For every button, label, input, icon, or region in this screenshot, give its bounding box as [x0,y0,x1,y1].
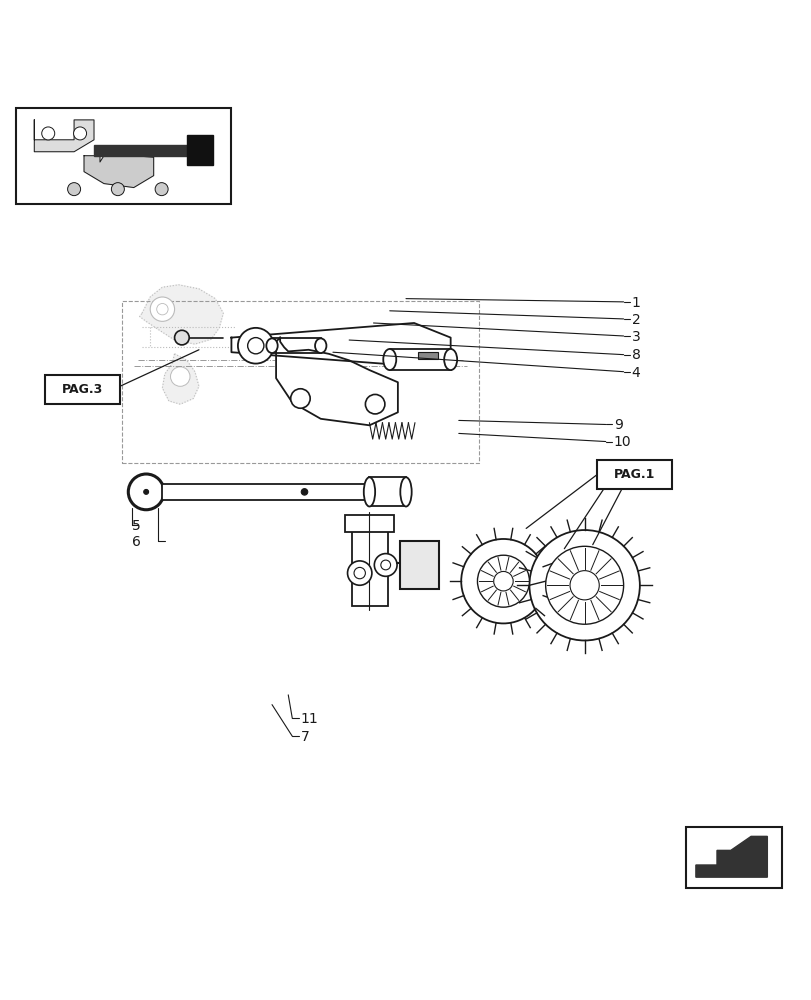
Text: 8: 8 [631,348,640,362]
Text: 4: 4 [631,366,640,380]
Bar [345,515,393,532]
Bar [351,524,388,606]
Circle shape [569,571,599,600]
Text: 1: 1 [631,296,640,310]
Bar [16,108,231,204]
Circle shape [545,546,623,624]
Bar [45,375,120,404]
Circle shape [144,489,148,494]
Circle shape [529,530,639,640]
Circle shape [290,389,310,408]
Circle shape [150,297,174,321]
Text: PAG.1: PAG.1 [613,468,654,481]
Circle shape [247,338,264,354]
Circle shape [461,539,545,623]
Ellipse shape [363,477,375,506]
Circle shape [128,474,164,510]
Text: 7: 7 [300,730,309,744]
Polygon shape [276,338,397,425]
Circle shape [41,127,54,140]
Circle shape [157,303,168,315]
Circle shape [365,394,384,414]
Circle shape [354,567,365,579]
Circle shape [347,561,371,585]
Polygon shape [84,156,153,188]
Bar [369,477,406,506]
Ellipse shape [315,338,326,353]
Circle shape [155,183,168,196]
Text: 5: 5 [132,519,141,533]
Polygon shape [94,145,200,156]
Circle shape [238,328,273,364]
Circle shape [111,183,124,196]
Circle shape [493,571,513,591]
Circle shape [374,554,397,576]
Ellipse shape [444,349,457,370]
Circle shape [380,560,390,570]
Polygon shape [162,354,199,404]
Circle shape [174,330,189,345]
Text: 6: 6 [132,535,141,549]
Text: 10: 10 [613,435,631,449]
Circle shape [301,489,307,495]
Ellipse shape [266,338,277,353]
Ellipse shape [383,349,396,370]
Polygon shape [139,285,223,344]
Circle shape [74,127,87,140]
Bar [596,460,672,489]
Polygon shape [187,135,213,165]
Ellipse shape [400,477,411,506]
Bar [389,349,450,370]
Text: 11: 11 [300,712,318,726]
Bar [162,484,397,500]
Bar [400,541,439,589]
Text: PAG.3: PAG.3 [62,383,103,396]
Text: 9: 9 [613,418,622,432]
Circle shape [170,367,190,386]
Circle shape [477,555,529,607]
Polygon shape [34,120,94,152]
Bar [122,301,478,463]
Text: 2: 2 [631,313,640,327]
Polygon shape [695,836,766,877]
Bar [418,352,437,359]
Bar [685,827,781,888]
Circle shape [67,183,80,196]
Text: 3: 3 [631,330,640,344]
Polygon shape [231,323,450,366]
Bar [272,338,320,353]
